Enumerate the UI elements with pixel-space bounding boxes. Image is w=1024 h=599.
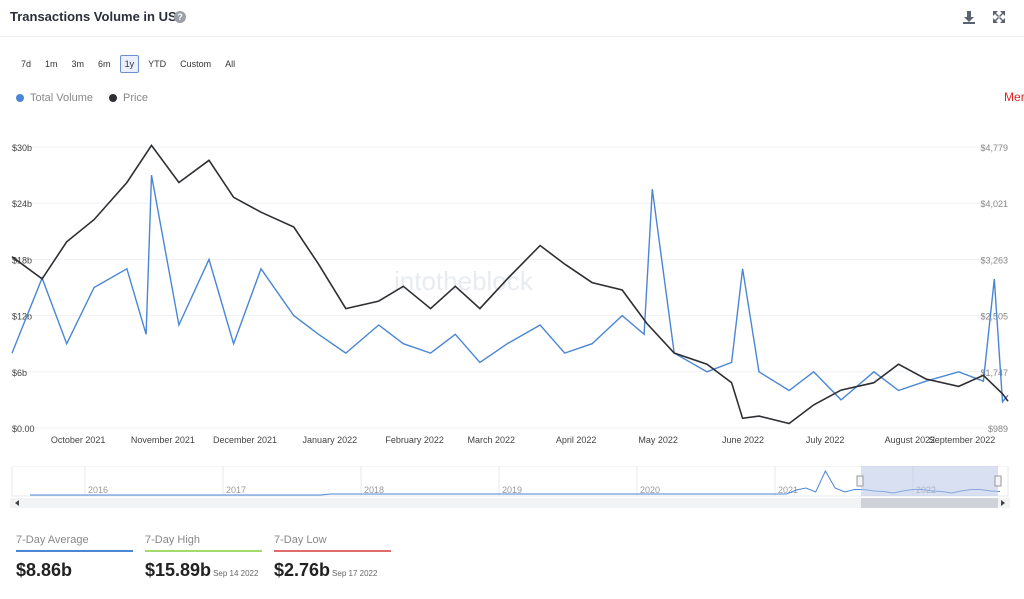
y-axis-left: $0.00 $6b $12b $18b $24b $30b [12, 143, 35, 434]
navigator-selection[interactable] [861, 466, 998, 496]
chart-title: Transactions Volume in USD [10, 9, 187, 24]
navigator-series [30, 469, 1001, 496]
price-series-line [11, 144, 1009, 425]
legend-label-price: Price [122, 92, 149, 104]
range-selector: 7d 1m 3m 6m 1y YTD Custom All [16, 55, 240, 73]
navigator-year-label: 2018 [364, 485, 384, 495]
navigator-year-label: 2020 [640, 485, 660, 495]
main-chart: intotheblock $0.00 $6b $12b $18b $24b $30b $9… [11, 90, 1024, 445]
range-button-1y[interactable]: 1y [119, 55, 140, 73]
merge-label: Merge [1004, 90, 1024, 104]
x-tick-label: January 2022 [303, 435, 358, 445]
x-tick-label: November 2021 [131, 435, 195, 445]
x-tick-label: May 2022 [638, 435, 678, 445]
stat-label: 7-Day High [145, 534, 262, 552]
x-tick-label: October 2021 [51, 435, 106, 445]
y-right-tick-label: $989 [988, 424, 1008, 434]
y-left-tick-label: $24b [12, 199, 32, 209]
range-button-all[interactable]: All [220, 55, 240, 73]
stat-value: $15.89b [145, 560, 212, 580]
scrollbar-thumb[interactable] [861, 498, 998, 508]
range-button-6m[interactable]: 6m [93, 55, 116, 73]
y-left-tick-label: $18b [12, 255, 32, 265]
x-tick-label: December 2021 [213, 435, 277, 445]
scroll-left-icon[interactable] [15, 500, 19, 506]
legend-label-volume: Total Volume [30, 92, 93, 104]
range-button-1m[interactable]: 1m [40, 55, 63, 73]
x-tick-label: June 2022 [722, 435, 764, 445]
navigator-handle-right[interactable] [994, 475, 1002, 487]
range-button-ytd[interactable]: YTD [143, 55, 171, 73]
y-left-tick-label: $6b [12, 368, 27, 378]
scrollbar-track[interactable] [10, 498, 1010, 508]
legend-item-price[interactable]: Price [108, 92, 149, 104]
range-button-3m[interactable]: 3m [67, 55, 90, 73]
stat-7day-low: 7-Day Low $2.76b Sep 17 2022 [274, 534, 391, 581]
y-left-tick-label: $30b [12, 143, 32, 153]
stat-label: 7-Day Low [274, 534, 391, 552]
stat-date: Sep 14 2022 [213, 569, 259, 578]
x-tick-label: March 2022 [468, 435, 516, 445]
navigator-year-label: 2017 [226, 485, 246, 495]
x-axis: October 2021 November 2021 December 2021 Ja… [51, 435, 995, 445]
range-button-7d[interactable]: 7d [16, 55, 36, 73]
price-dot-icon [108, 94, 117, 102]
range-button-custom[interactable]: Custom [175, 55, 216, 73]
y-right-tick-label: $4,779 [980, 143, 1008, 153]
download-icon[interactable] [961, 9, 977, 25]
navigator-year-label: 2016 [88, 485, 108, 495]
chart-grid [12, 146, 1008, 429]
x-tick-label: April 2022 [556, 435, 597, 445]
y-right-tick-label: $2,505 [980, 312, 1008, 322]
navigator-year-label: 2021 [778, 485, 798, 495]
question-circle-icon[interactable]: ? [174, 11, 186, 23]
x-tick-label: February 2022 [385, 435, 444, 445]
navigator-handle-left[interactable] [856, 475, 864, 487]
y-left-tick-label: $12b [12, 312, 32, 322]
stats-panel: 7-Day Average $8.86b 7-Day High $15.89b S… [16, 534, 391, 581]
stat-value: $2.76b [274, 560, 331, 580]
legend-item-volume[interactable]: Total Volume [16, 92, 93, 104]
y-right-tick-label: $3,263 [980, 255, 1008, 265]
y-axis-right: $989 $1,747 $2,505 $3,263 $4,021 $4,779 [980, 143, 1008, 434]
navigator-year-label: 2019 [502, 485, 522, 495]
volume-series-line [11, 174, 1009, 404]
navigator[interactable]: 2016201720182019202020212022 [10, 466, 1010, 510]
volume-dot-icon [16, 94, 24, 102]
scroll-right-icon[interactable] [1001, 500, 1005, 506]
stat-7day-average: 7-Day Average $8.86b [16, 534, 133, 581]
x-tick-label: August 2022 [885, 435, 936, 445]
x-tick-label: July 2022 [806, 435, 845, 445]
stat-label: 7-Day Average [16, 534, 133, 552]
x-tick-label: September 2022 [929, 435, 996, 445]
stat-date: Sep 17 2022 [332, 569, 378, 578]
y-right-tick-label: $1,747 [980, 368, 1008, 378]
y-left-tick-label: $0.00 [12, 424, 35, 434]
stat-value: $8.86b [16, 560, 73, 580]
watermark: intotheblock [394, 266, 534, 296]
chart-legend: Total Volume Price [16, 92, 148, 104]
stat-7day-high: 7-Day High $15.89b Sep 14 2022 [145, 534, 262, 581]
chart-header: Transactions Volume in USD ? [0, 0, 1024, 37]
y-right-tick-label: $4,021 [980, 199, 1008, 209]
fullscreen-icon[interactable] [991, 9, 1007, 25]
